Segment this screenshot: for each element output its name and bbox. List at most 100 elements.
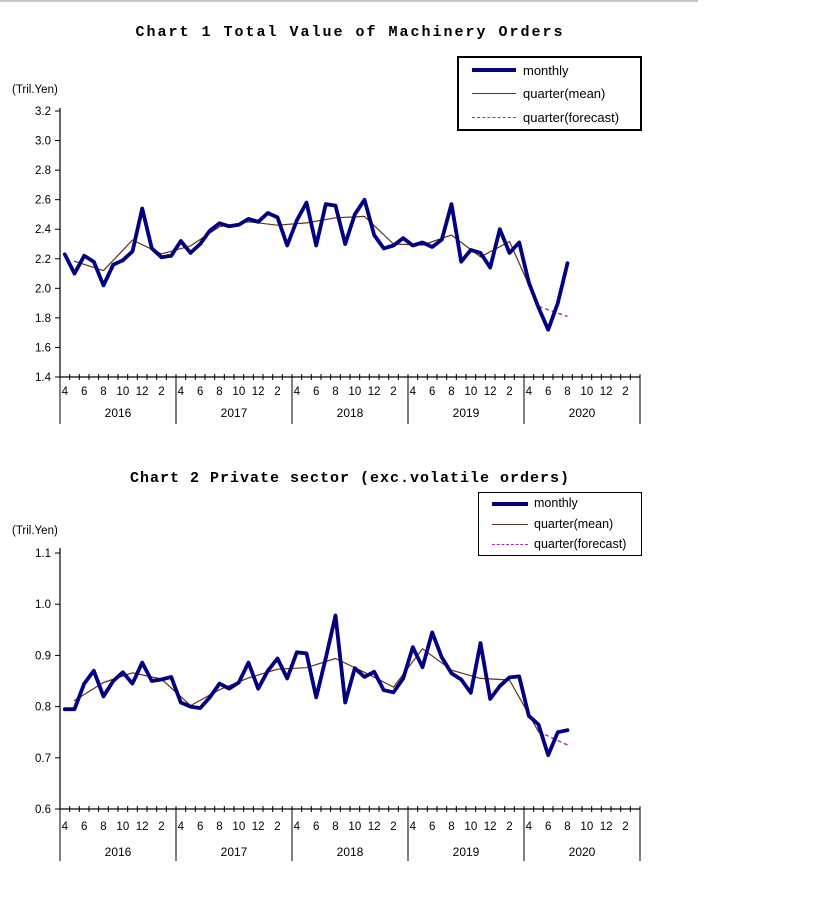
svg-text:10: 10 bbox=[116, 386, 129, 398]
legend-item-quarter-forecast: quarter(forecast) bbox=[479, 535, 641, 555]
svg-text:2016: 2016 bbox=[105, 845, 132, 859]
svg-text:4: 4 bbox=[526, 386, 533, 398]
svg-text:6: 6 bbox=[545, 821, 551, 833]
svg-text:12: 12 bbox=[600, 386, 613, 398]
svg-text:2: 2 bbox=[274, 821, 280, 833]
chart1-unit-label: (Tril.Yen) bbox=[12, 84, 58, 96]
legend-label: quarter(forecast) bbox=[523, 109, 620, 125]
svg-text:1.1: 1.1 bbox=[35, 548, 51, 560]
svg-text:10: 10 bbox=[232, 386, 245, 398]
svg-text:8: 8 bbox=[216, 821, 222, 833]
svg-text:12: 12 bbox=[368, 386, 381, 398]
svg-text:2019: 2019 bbox=[453, 406, 480, 420]
svg-text:4: 4 bbox=[410, 821, 417, 833]
svg-text:2020: 2020 bbox=[569, 406, 596, 420]
legend-label: monthly bbox=[523, 62, 569, 78]
legend-item-monthly: monthly bbox=[479, 494, 641, 514]
chart2-unit-label: (Tril.Yen) bbox=[12, 525, 58, 537]
svg-text:12: 12 bbox=[136, 386, 149, 398]
svg-text:6: 6 bbox=[545, 386, 551, 398]
svg-text:4: 4 bbox=[62, 386, 69, 398]
svg-text:6: 6 bbox=[429, 386, 435, 398]
svg-text:8: 8 bbox=[332, 821, 338, 833]
svg-text:10: 10 bbox=[580, 386, 593, 398]
svg-text:2: 2 bbox=[506, 821, 512, 833]
svg-text:10: 10 bbox=[348, 821, 361, 833]
svg-text:2: 2 bbox=[506, 386, 512, 398]
svg-text:2016: 2016 bbox=[105, 406, 132, 420]
legend-label: quarter(mean) bbox=[534, 516, 614, 531]
svg-text:2: 2 bbox=[622, 821, 628, 833]
svg-text:0.8: 0.8 bbox=[35, 702, 51, 714]
legend-item-quarter-forecast: quarter(forecast) bbox=[459, 106, 640, 129]
svg-text:6: 6 bbox=[81, 386, 87, 398]
svg-text:2.2: 2.2 bbox=[35, 254, 51, 266]
chart1-title: Chart 1 Total Value of Machinery Orders bbox=[135, 24, 565, 41]
svg-text:2: 2 bbox=[622, 386, 628, 398]
svg-text:8: 8 bbox=[216, 386, 222, 398]
svg-text:6: 6 bbox=[81, 821, 87, 833]
svg-text:2017: 2017 bbox=[221, 406, 248, 420]
svg-text:4: 4 bbox=[410, 386, 417, 398]
svg-text:12: 12 bbox=[600, 821, 613, 833]
legend-item-monthly: monthly bbox=[459, 59, 640, 82]
svg-text:4: 4 bbox=[294, 821, 301, 833]
svg-text:2: 2 bbox=[274, 386, 280, 398]
quarter-forecast-line-swatch bbox=[472, 116, 516, 118]
svg-text:12: 12 bbox=[136, 821, 149, 833]
legend-label: quarter(forecast) bbox=[534, 537, 627, 552]
svg-text:2017: 2017 bbox=[221, 845, 248, 859]
svg-text:8: 8 bbox=[448, 386, 454, 398]
svg-text:0.9: 0.9 bbox=[35, 650, 51, 662]
svg-text:0.7: 0.7 bbox=[35, 753, 51, 765]
svg-text:12: 12 bbox=[484, 821, 497, 833]
svg-text:3.2: 3.2 bbox=[35, 106, 51, 118]
quarter-forecast-line-swatch bbox=[492, 544, 528, 545]
legend-label: quarter(mean) bbox=[523, 86, 606, 101]
svg-text:2: 2 bbox=[390, 386, 396, 398]
svg-text:8: 8 bbox=[448, 821, 454, 833]
svg-text:4: 4 bbox=[178, 821, 185, 833]
monthly-line-swatch bbox=[492, 501, 528, 506]
svg-text:12: 12 bbox=[484, 386, 497, 398]
svg-text:10: 10 bbox=[580, 821, 593, 833]
svg-text:2: 2 bbox=[158, 821, 164, 833]
svg-text:2.6: 2.6 bbox=[35, 195, 51, 207]
chart2-legend: monthly quarter(mean) quarter(forecast) bbox=[478, 492, 642, 556]
svg-text:6: 6 bbox=[429, 821, 435, 833]
svg-text:3.0: 3.0 bbox=[35, 136, 51, 148]
svg-text:2019: 2019 bbox=[453, 845, 480, 859]
svg-text:1.0: 1.0 bbox=[35, 599, 51, 611]
chart2-title: Chart 2 Private sector (exc.volatile ord… bbox=[129, 470, 571, 487]
legend-item-quarter-mean: quarter(mean) bbox=[479, 514, 641, 534]
monthly-line-swatch bbox=[472, 68, 516, 72]
svg-text:4: 4 bbox=[526, 821, 533, 833]
svg-text:8: 8 bbox=[564, 821, 570, 833]
svg-text:4: 4 bbox=[62, 821, 69, 833]
svg-text:6: 6 bbox=[313, 386, 319, 398]
svg-text:10: 10 bbox=[116, 821, 129, 833]
svg-text:2018: 2018 bbox=[337, 406, 364, 420]
svg-text:10: 10 bbox=[464, 386, 477, 398]
svg-text:10: 10 bbox=[232, 821, 245, 833]
svg-text:1.6: 1.6 bbox=[35, 342, 51, 354]
legend-item-quarter-mean: quarter(mean) bbox=[459, 82, 640, 105]
legend-label: monthly bbox=[534, 496, 578, 511]
chart1-legend: monthly quarter(mean) quarter(forecast) bbox=[457, 56, 642, 131]
svg-text:8: 8 bbox=[100, 821, 106, 833]
svg-text:6: 6 bbox=[197, 386, 203, 398]
svg-text:2: 2 bbox=[390, 821, 396, 833]
svg-text:2.8: 2.8 bbox=[35, 165, 51, 177]
svg-text:2.0: 2.0 bbox=[35, 283, 51, 295]
svg-text:1.4: 1.4 bbox=[35, 372, 52, 384]
svg-text:2.4: 2.4 bbox=[35, 224, 52, 236]
svg-text:4: 4 bbox=[294, 386, 301, 398]
svg-text:2018: 2018 bbox=[337, 845, 364, 859]
svg-text:8: 8 bbox=[100, 386, 106, 398]
svg-text:0.6: 0.6 bbox=[35, 804, 51, 816]
svg-text:1.8: 1.8 bbox=[35, 313, 51, 325]
svg-text:2020: 2020 bbox=[569, 845, 596, 859]
svg-text:12: 12 bbox=[252, 821, 265, 833]
quarter-mean-line-swatch bbox=[492, 523, 528, 525]
